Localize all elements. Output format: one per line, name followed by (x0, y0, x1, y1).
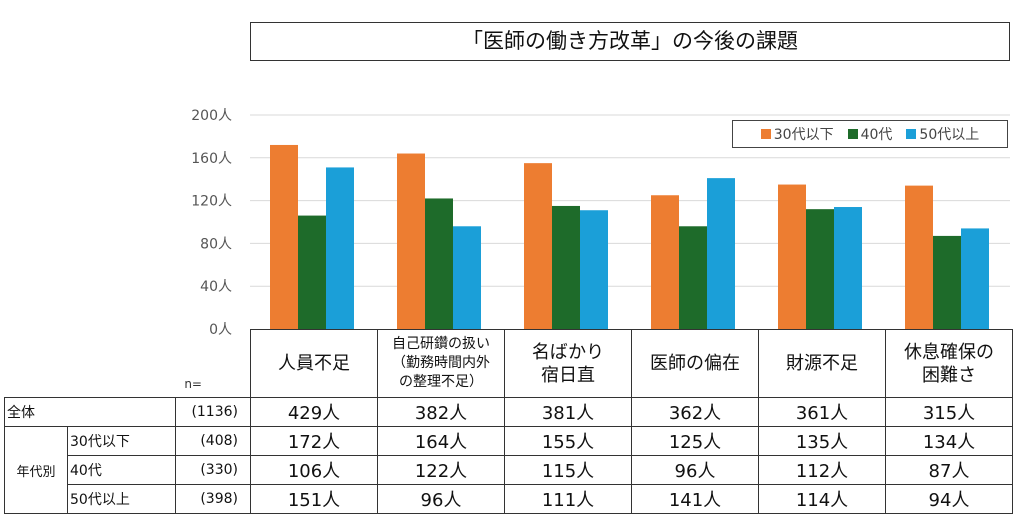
table-cell: 141人 (631, 484, 759, 514)
y-tick-label: 80人 (200, 236, 232, 252)
table-cell: 115人 (504, 455, 632, 485)
category-header: 自己研鑽の扱い （勤務時間内外 の整理不足） (377, 329, 505, 398)
table-row: 50代以上 (398) 151人 96人 111人 141人 114人 94人 (5, 484, 1013, 514)
y-tick-label: 200人 (191, 108, 232, 124)
bar (651, 195, 679, 329)
table-cell: 172人 (250, 426, 378, 456)
bar (806, 209, 834, 329)
chart-title: 「医師の働き方改革」の今後の課題 (250, 22, 1010, 61)
table-cell: 362人 (631, 397, 759, 427)
bar (552, 205, 580, 329)
category-header: 名ばかり 宿日直 (504, 329, 632, 398)
bar (270, 144, 298, 329)
table-cell: 112人 (758, 455, 886, 485)
bar (580, 210, 608, 329)
category-label: （勤務時間内外 (392, 355, 490, 371)
data-table: n= 人員不足 自己研鑽の扱い （勤務時間内外 の整理不足） 名ばかり 宿日直 医師の… (4, 329, 1013, 514)
y-tick-label: 40人 (200, 279, 232, 295)
bar (834, 207, 862, 329)
legend-item: 30代以下 (760, 124, 834, 144)
table-cell: 125人 (631, 426, 759, 456)
bar (397, 153, 425, 329)
table-row: 年代別 30代以下 (408) 172人 164人 155人 125人 135人 134人 (4, 426, 1013, 514)
legend-swatch (847, 129, 858, 139)
category-header: 医師の偏在 (631, 329, 759, 398)
row-label: 全体 (4, 397, 176, 427)
n-label: n= (184, 377, 202, 391)
table-cell: 114人 (758, 484, 886, 514)
category-header: 人員不足 (250, 329, 378, 398)
row-n: (398) (175, 484, 251, 514)
bar (905, 185, 933, 329)
table-row: 全体 (1136) 429人 382人 381人 362人 361人 315人 (4, 397, 1013, 427)
bar (679, 226, 707, 329)
table-cell: 164人 (377, 426, 505, 456)
category-label: 自己研鑽の扱い (392, 336, 490, 352)
table-cell: 382人 (377, 397, 505, 427)
table-cell: 87人 (885, 455, 1013, 485)
table-cell: 151人 (250, 484, 378, 514)
y-tick-label: 160人 (191, 151, 232, 167)
table-row: 40代 (330) 106人 122人 115人 96人 112人 87人 (5, 455, 1013, 485)
table-cell: 361人 (758, 397, 886, 427)
category-label: の整理不足） (399, 374, 483, 390)
legend-item: 40代 (847, 124, 893, 144)
legend-swatch (906, 129, 917, 139)
table-cell: 106人 (250, 455, 378, 485)
table-header-row: n= 人員不足 自己研鑽の扱い （勤務時間内外 の整理不足） 名ばかり 宿日直 医師の… (5, 329, 1013, 398)
table-cell: 155人 (504, 426, 632, 456)
group-label: 年代別 (4, 426, 68, 514)
bar (298, 215, 326, 329)
table-cell: 96人 (631, 455, 759, 485)
row-label: 30代以下 (67, 426, 176, 456)
bar (961, 228, 989, 329)
bar (933, 235, 961, 329)
y-tick-label: 0人 (209, 322, 232, 338)
bar (524, 163, 552, 329)
legend: 30代以下 40代 50代以上 (732, 120, 1008, 148)
table-cell: 381人 (504, 397, 632, 427)
bar (778, 184, 806, 329)
table-cell: 315人 (885, 397, 1013, 427)
category-header: 財源不足 (758, 329, 886, 398)
category-label: 医師の偏在 (650, 353, 740, 374)
table-cell: 134人 (885, 426, 1013, 456)
category-label: 人員不足 (278, 353, 350, 374)
table-cell: 135人 (758, 426, 886, 456)
table-cell: 429人 (250, 397, 378, 427)
row-label: 40代 (67, 455, 176, 485)
legend-label: 50代以上 (919, 127, 980, 143)
row-n: (1136) (175, 397, 251, 427)
bar (453, 226, 481, 329)
table-cell: 122人 (377, 455, 505, 485)
legend-label: 40代 (860, 127, 893, 143)
bar (425, 198, 453, 329)
y-tick-label: 120人 (191, 194, 232, 210)
legend-label: 30代以下 (773, 127, 834, 143)
legend-item: 50代以上 (906, 124, 979, 144)
category-label: 宿日直 (541, 364, 595, 386)
category-label: 名ばかり (531, 341, 605, 363)
table-cell: 94人 (885, 484, 1013, 514)
row-n: (330) (175, 455, 251, 485)
legend-swatch (760, 129, 771, 139)
bar (326, 167, 354, 329)
bar (707, 178, 735, 329)
category-label: 財源不足 (786, 353, 858, 374)
table-cell: 96人 (377, 484, 505, 514)
table-cell: 111人 (504, 484, 632, 514)
row-n: (408) (175, 426, 251, 456)
category-header: 休息確保の 困難さ (885, 329, 1013, 398)
category-label: 休息確保の (904, 341, 994, 363)
row-label: 50代以上 (67, 484, 176, 514)
category-label: 困難さ (922, 364, 976, 386)
